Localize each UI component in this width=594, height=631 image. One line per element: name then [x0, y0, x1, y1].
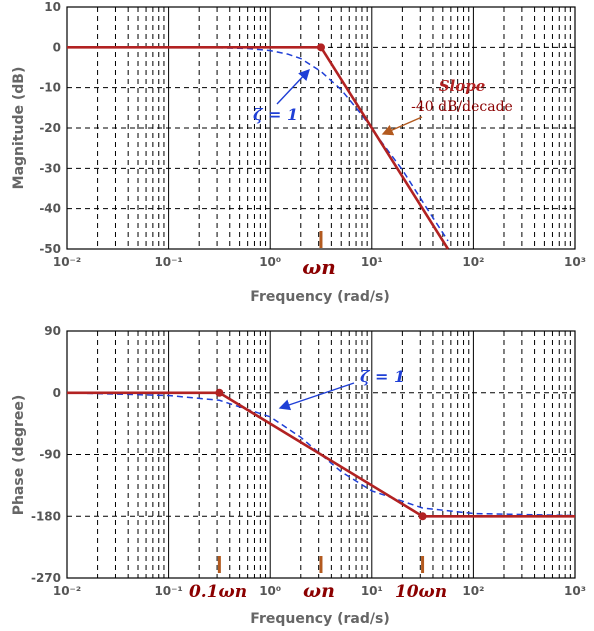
- phase-x-axis-title: Frequency (rad/s): [250, 611, 389, 627]
- phase-0-1-omega-n-tick: [217, 556, 221, 573]
- phase-x-ticks: 10⁻² 10⁻¹ 10⁰ 10¹ 10² 10³: [53, 584, 586, 598]
- phase-plot-frame: [66, 330, 576, 579]
- magnitude-corner-marker: [316, 43, 325, 52]
- magnitude-slope-title: Slope: [439, 77, 486, 95]
- magnitude-y-axis-title: Magnitude (dB): [11, 67, 27, 190]
- magnitude-slope-value: -40 dB/decade: [411, 99, 513, 115]
- magnitude-exact-curve: [66, 46, 449, 242]
- phase-zeta-arrow: [278, 382, 355, 411]
- magnitude-zeta-arrow: [276, 68, 310, 105]
- magnitude-zeta-label: ζ = 1: [253, 105, 298, 124]
- y-tick-label: -50: [39, 242, 61, 256]
- y-tick-label: -40: [39, 202, 61, 216]
- y-tick-label: -180: [31, 509, 61, 523]
- x-tick-label: 10⁻¹: [154, 255, 182, 269]
- x-tick-label: 10¹: [361, 584, 383, 598]
- x-tick-label: 10⁻²: [53, 584, 81, 598]
- magnitude-y-ticks: 10 0 -10 -20 -30 -40 -50: [39, 0, 61, 256]
- phase-corner-marker-low: [215, 388, 224, 397]
- y-tick-label: -10: [39, 81, 61, 95]
- magnitude-slope-arrow: [381, 116, 423, 136]
- magnitude-omega-n-tick: [319, 231, 323, 248]
- phase-plot: 90 0 -90 -180 -270 10⁻² 10⁻¹ 10⁰ 10¹ 10² 10³ ζ = …: [11, 324, 586, 627]
- x-tick-label: 10⁰: [259, 255, 281, 269]
- phase-zeta-label: ζ = 1: [360, 367, 405, 386]
- phase-omega-n-label: ωn: [303, 580, 335, 602]
- phase-asymptote-line: [67, 391, 575, 518]
- y-tick-label: -20: [39, 121, 61, 135]
- x-tick-label: 10²: [462, 584, 484, 598]
- x-tick-label: 10⁻²: [53, 255, 81, 269]
- x-tick-label: 10⁰: [259, 584, 281, 598]
- magnitude-omega-n-label: ωn: [302, 255, 336, 279]
- x-tick-label: 10³: [564, 255, 586, 269]
- phase-y-ticks: 90 0 -90 -180 -270: [31, 324, 61, 585]
- y-tick-label: 90: [44, 324, 61, 338]
- y-tick-label: -30: [39, 161, 61, 175]
- phase-omega-n-tick: [319, 556, 323, 573]
- x-tick-label: 10¹: [361, 255, 383, 269]
- phase-corner-marker-high: [418, 512, 427, 521]
- phase-exact-curve: [66, 392, 576, 517]
- y-tick-label: 0: [53, 40, 61, 54]
- magnitude-plot-frame: [66, 6, 576, 250]
- magnitude-plot: 100-10-20-30-40-50 10⁻² 10⁻¹ 10⁰ 10¹ 10² 10³ …: [11, 0, 586, 305]
- x-tick-label: 10³: [564, 584, 586, 598]
- y-tick-label: -90: [39, 448, 61, 462]
- magnitude-grid: [67, 7, 575, 249]
- y-tick-label: -270: [31, 571, 61, 585]
- magnitude-x-ticks: 10⁻² 10⁻¹ 10⁰ 10¹ 10² 10³: [53, 255, 586, 269]
- x-tick-label: 10²: [462, 255, 484, 269]
- phase-10-omega-n-label: 10ωn: [395, 582, 447, 602]
- magnitude-x-axis-title: Frequency (rad/s): [250, 289, 389, 305]
- phase-y-axis-title: Phase (degree): [11, 395, 27, 516]
- y-tick-label: 0: [53, 386, 61, 400]
- magnitude-asymptote-line: [67, 45, 450, 250]
- x-tick-label: 10⁻¹: [154, 584, 182, 598]
- phase-10-omega-n-tick: [421, 556, 425, 573]
- phase-0-1-omega-n-label: 0.1ωn: [189, 582, 247, 602]
- y-tick-label: 10: [44, 0, 61, 14]
